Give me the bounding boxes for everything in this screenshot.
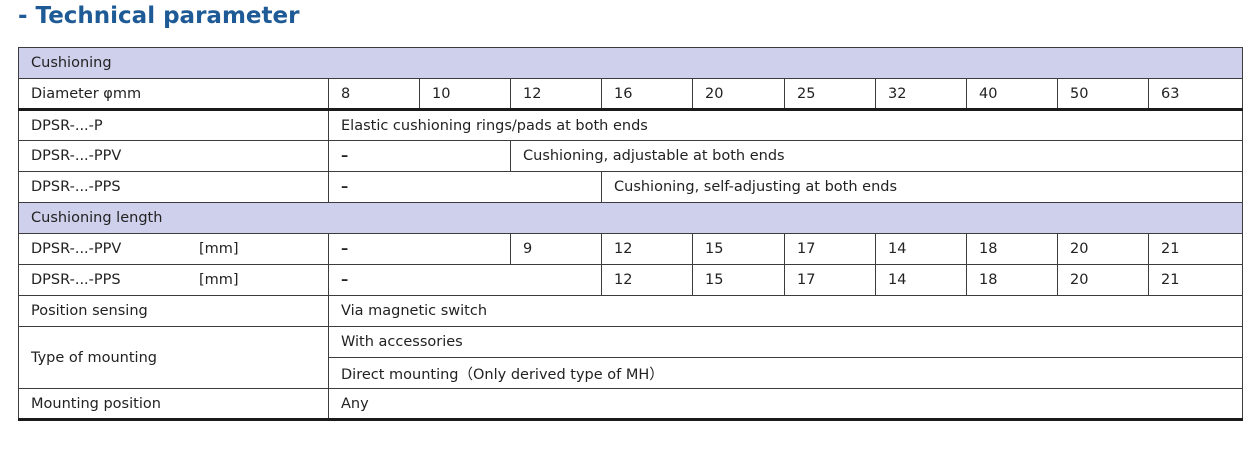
- length-cell: 17: [784, 233, 876, 265]
- diameter-cell: 25: [784, 78, 876, 111]
- length-cell: 17: [784, 264, 876, 296]
- cell-value: Via magnetic switch: [327, 295, 1244, 327]
- diameter-cell: 50: [1057, 78, 1149, 111]
- row-label: Mounting position: [18, 388, 329, 421]
- diameter-cell: 12: [510, 78, 602, 111]
- page-title: - Technical parameter: [18, 3, 300, 29]
- cell-value: Elastic cushioning rings/pads at both en…: [327, 109, 1244, 141]
- table-row: DPSR-...-PPS [mm] – 12 15 17 14 18 20 21: [18, 264, 1244, 296]
- not-available-dash: –: [328, 140, 511, 172]
- section-title: Cushioning length: [17, 202, 1244, 234]
- section-header-cushioning: Cushioning: [17, 47, 1244, 79]
- length-cell: 9: [510, 233, 602, 265]
- length-cell: 20: [1057, 233, 1149, 265]
- row-label: DPSR-...-P: [18, 109, 329, 141]
- row-label-cell: DPSR-...-PPS [mm]: [18, 264, 329, 296]
- cell-value: Cushioning, adjustable at both ends: [509, 140, 1244, 172]
- table-row: DPSR-...-PPS – Cushioning, self-adjustin…: [18, 171, 1244, 203]
- table-row: Position sensing Via magnetic switch: [18, 295, 1244, 327]
- row-label: DPSR-...-PPS: [31, 272, 121, 288]
- section-header-cushioning-length: Cushioning length: [17, 202, 1244, 234]
- unit-label: [mm]: [199, 272, 239, 288]
- cell-value: Direct mounting（Only derived type of MH）: [327, 357, 1244, 389]
- table-row: Type of mounting With accessories: [18, 326, 1244, 389]
- row-label: Position sensing: [18, 295, 329, 327]
- diameter-row: Diameter φmm 8 10 12 16 20 25 32 40 50 6…: [18, 78, 1244, 111]
- row-label: Diameter φmm: [18, 78, 329, 111]
- diameter-cell: 8: [328, 78, 420, 111]
- row-label: DPSR-...-PPS: [18, 171, 329, 203]
- diameter-cell: 20: [692, 78, 785, 111]
- length-cell: 14: [875, 264, 967, 296]
- table-row: Direct mounting（Only derived type of MH）: [19, 357, 1244, 389]
- diameter-cell: 40: [966, 78, 1058, 111]
- row-label: Type of mounting: [18, 326, 329, 389]
- table-row: DPSR-...-PPV – Cushioning, adjustable at…: [18, 140, 1244, 172]
- row-label-cell: DPSR-...-PPV [mm]: [18, 233, 329, 265]
- table-row: Mounting position Any: [18, 388, 1244, 421]
- length-cell: 15: [692, 264, 785, 296]
- table-row: DPSR-...-P Elastic cushioning rings/pads…: [18, 109, 1244, 141]
- not-available-dash: –: [328, 171, 602, 203]
- row-label: DPSR-...-PPV: [31, 241, 122, 257]
- row-label: DPSR-...-PPV: [18, 140, 329, 172]
- length-cell: 18: [966, 233, 1058, 265]
- technical-parameter-table: Cushioning Diameter φmm 8 10 12 16 20 25…: [17, 47, 1244, 421]
- length-cell: 14: [875, 233, 967, 265]
- cell-value: Any: [327, 388, 1244, 421]
- not-available-dash: –: [328, 233, 511, 265]
- not-available-dash: –: [328, 264, 602, 296]
- length-cell: 18: [966, 264, 1058, 296]
- length-cell: 15: [692, 233, 785, 265]
- length-cell: 12: [601, 233, 693, 265]
- table-row: DPSR-...-PPV [mm] – 9 12 15 17 14 18 20 …: [18, 233, 1244, 265]
- diameter-cell: 16: [601, 78, 693, 111]
- cell-value: Cushioning, self-adjusting at both ends: [600, 171, 1244, 203]
- length-cell: 12: [601, 264, 693, 296]
- diameter-cell: 10: [419, 78, 511, 111]
- diameter-cell: 63: [1147, 78, 1244, 111]
- length-cell: 20: [1057, 264, 1149, 296]
- section-title: Cushioning: [17, 47, 1244, 79]
- length-cell: 21: [1147, 233, 1244, 265]
- cell-value: With accessories: [327, 326, 1244, 358]
- length-cell: 21: [1147, 264, 1244, 296]
- unit-label: [mm]: [199, 241, 239, 257]
- diameter-cell: 32: [875, 78, 967, 111]
